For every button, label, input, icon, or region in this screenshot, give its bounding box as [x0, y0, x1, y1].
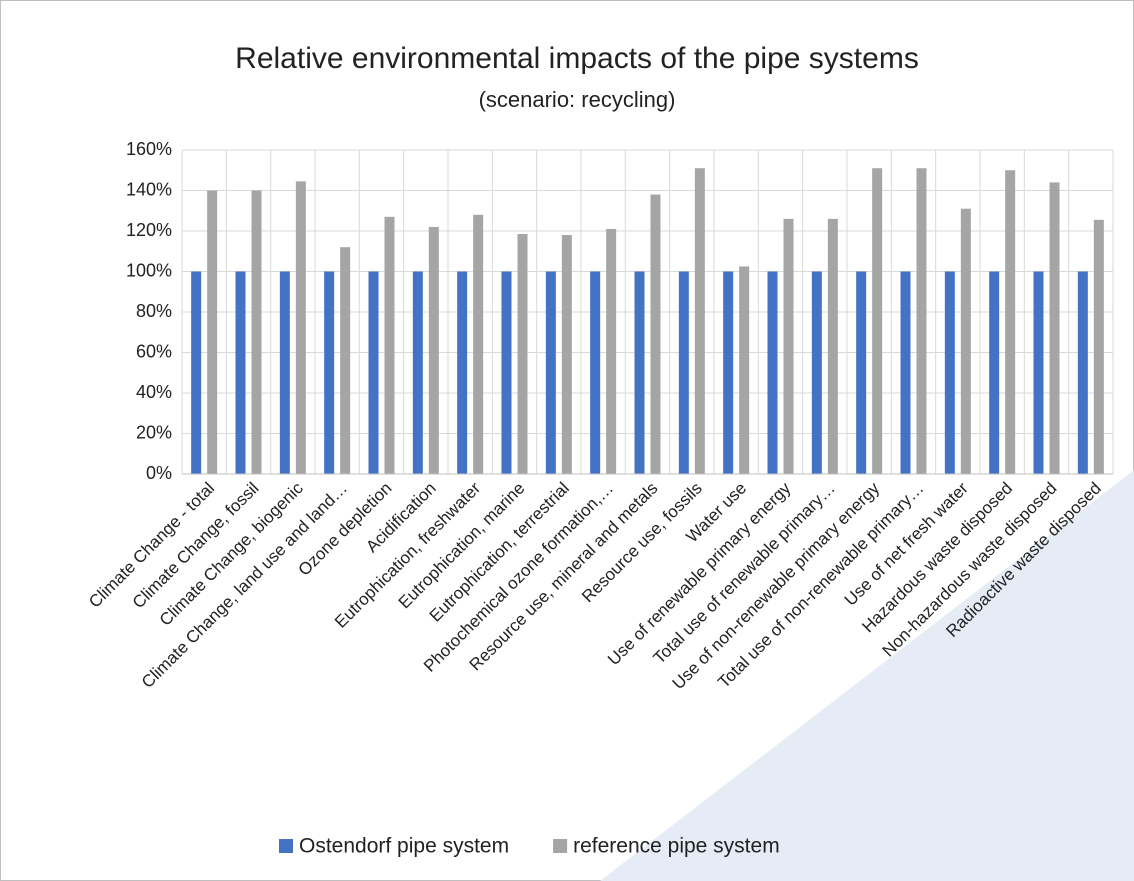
bar	[501, 271, 512, 474]
y-tick-label: 140%	[126, 179, 172, 199]
bar	[634, 271, 645, 474]
bar	[590, 271, 601, 474]
chart-title: Relative environmental impacts of the pi…	[235, 42, 919, 75]
bar	[900, 271, 911, 474]
bar	[191, 271, 202, 474]
bar	[279, 271, 290, 474]
y-tick-label: 100%	[126, 260, 172, 280]
bar	[384, 216, 395, 474]
bar	[457, 271, 468, 474]
bar	[1033, 271, 1044, 474]
chart-subtitle: (scenario: recycling)	[479, 87, 676, 112]
bar	[872, 168, 883, 474]
y-tick-label: 60%	[136, 341, 172, 361]
bar	[295, 181, 306, 474]
bar	[650, 194, 661, 475]
bar	[324, 271, 335, 474]
bar	[678, 271, 689, 474]
y-tick-label: 40%	[136, 382, 172, 402]
bar	[235, 271, 246, 474]
bar	[368, 271, 379, 474]
y-tick-label: 160%	[126, 139, 172, 159]
bar	[517, 234, 528, 474]
bar	[412, 271, 423, 474]
bar	[827, 218, 838, 474]
bar	[989, 271, 1000, 474]
bar	[251, 190, 262, 474]
legend-swatch	[553, 839, 568, 853]
bar	[960, 208, 971, 474]
bar	[606, 228, 617, 474]
bar	[428, 226, 439, 474]
bar	[723, 271, 734, 474]
bar	[545, 271, 556, 474]
bar	[340, 247, 351, 474]
bar	[944, 271, 955, 474]
background-decoration	[600, 470, 1134, 881]
bar	[783, 218, 794, 474]
y-tick-label: 80%	[136, 301, 172, 321]
bar	[811, 271, 822, 474]
y-tick-label: 20%	[136, 422, 172, 442]
y-tick-label: 0%	[146, 463, 172, 483]
bar	[856, 271, 867, 474]
bar	[739, 266, 750, 474]
bar	[916, 168, 927, 474]
bar	[1093, 219, 1104, 474]
legend-label: reference pipe system	[573, 835, 780, 858]
bar	[207, 190, 218, 474]
bar	[1005, 170, 1016, 474]
bar	[767, 271, 778, 474]
bar	[694, 168, 705, 474]
bar	[561, 235, 572, 474]
bar	[473, 214, 484, 475]
legend-label: Ostendorf pipe system	[299, 835, 509, 858]
legend-swatch	[279, 839, 293, 853]
bar	[1077, 271, 1088, 474]
bar	[1049, 182, 1060, 474]
y-tick-label: 120%	[126, 220, 172, 240]
